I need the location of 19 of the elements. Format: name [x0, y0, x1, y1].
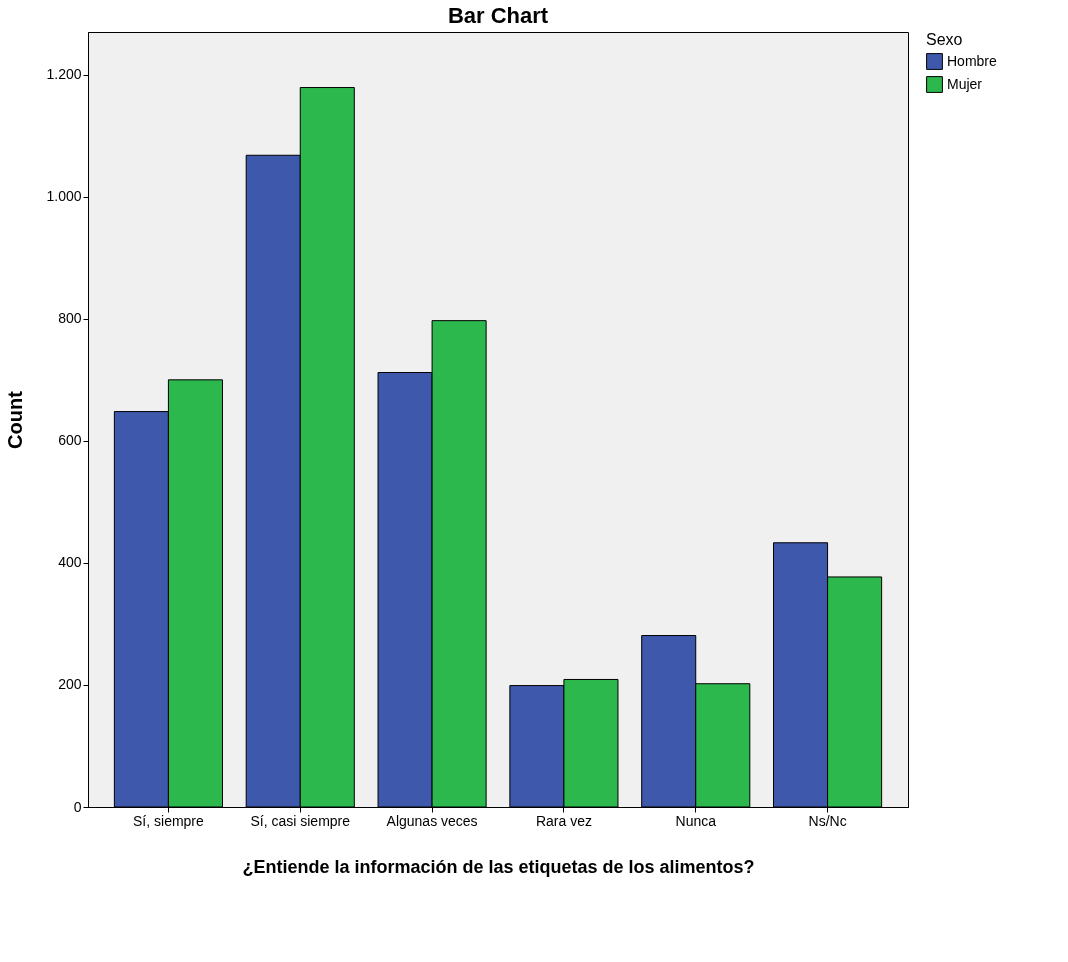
x-tick-label: Algunas veces	[386, 812, 478, 829]
x-tick-label: Ns/Nc	[808, 812, 847, 829]
y-tick-label: 1.200	[46, 66, 82, 83]
y-tick-label: 600	[58, 432, 82, 449]
y-axis-title: Count	[4, 390, 27, 449]
y-tick-label: 800	[58, 310, 82, 327]
x-tick-label: Rara vez	[535, 812, 592, 829]
y-tick-label: 200	[58, 676, 82, 693]
x-tick-label: Sí, casi siempre	[250, 812, 351, 829]
chart-title: Bar Chart	[447, 3, 549, 28]
legend-title: Sexo	[926, 31, 963, 48]
legend-label: Hombre	[947, 52, 998, 69]
y-tick-label: 400	[58, 554, 82, 571]
y-tick-label: 1.000	[46, 188, 82, 205]
x-axis-title: ¿Entiende la información de las etiquetas de los alimentos?	[242, 856, 755, 877]
x-tick-label: Nunca	[675, 812, 717, 829]
legend-label: Mujer	[947, 75, 983, 92]
x-tick-label: Sí, siempre	[133, 812, 205, 829]
y-tick-label: 0	[73, 798, 82, 815]
